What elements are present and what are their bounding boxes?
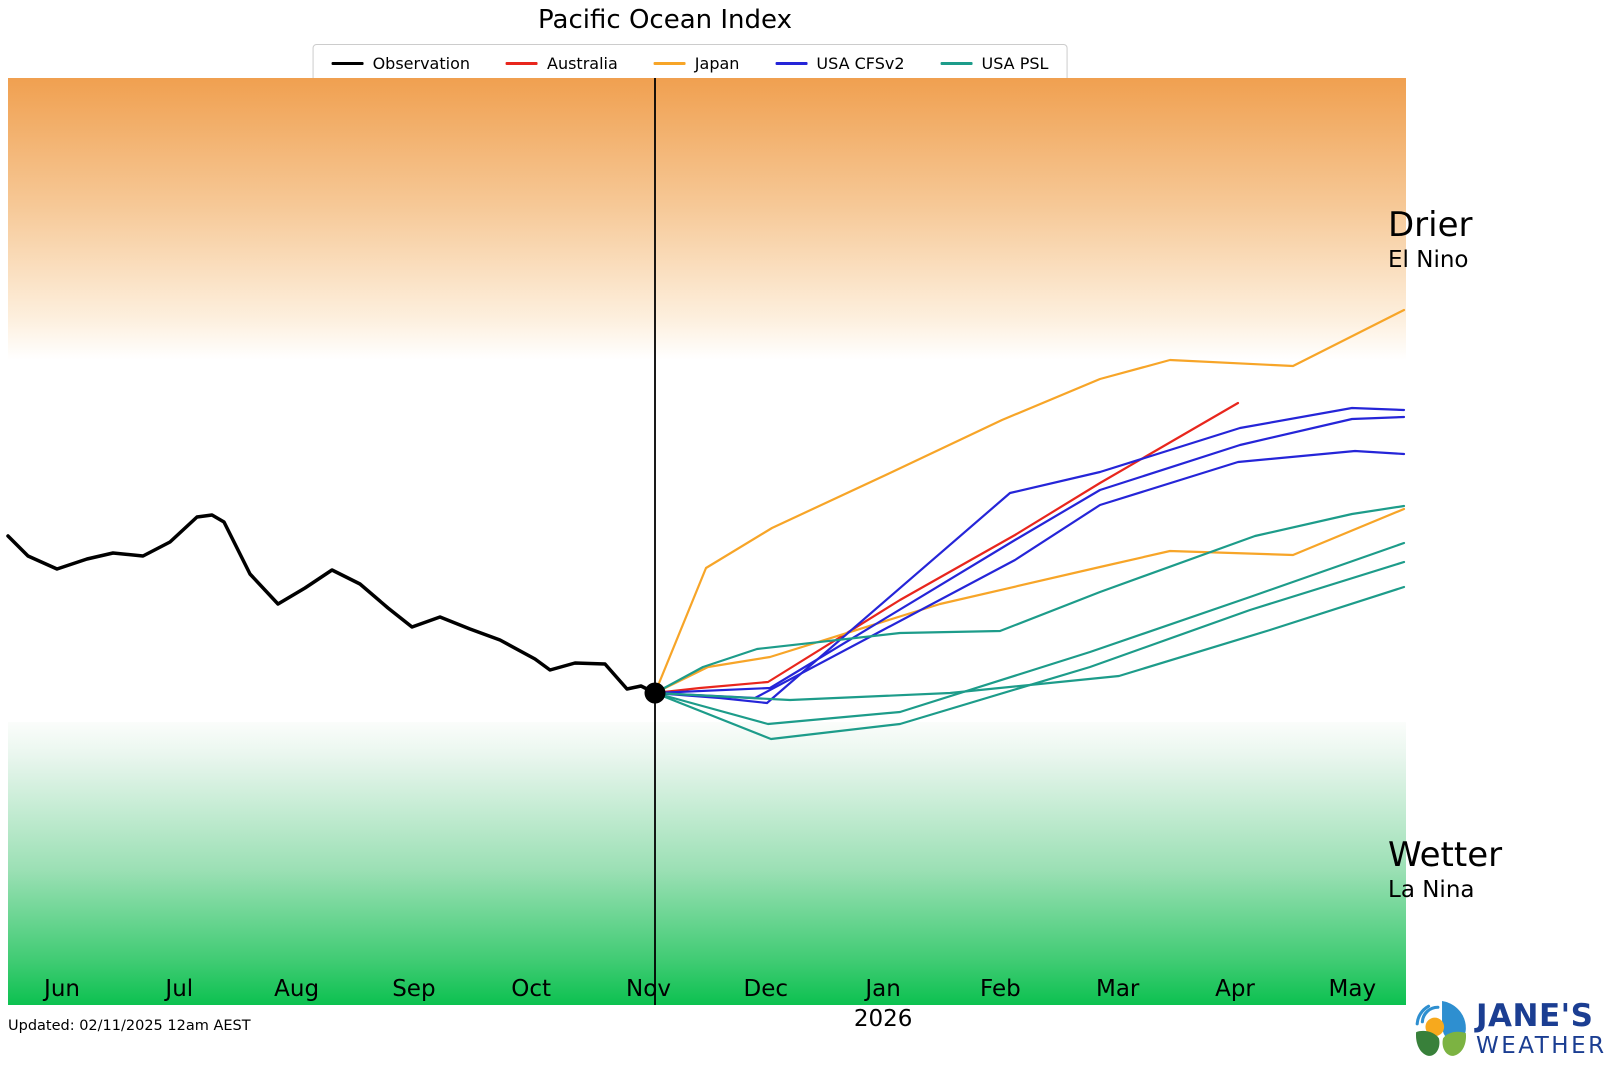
x-tick-feb: Feb	[980, 976, 1021, 1002]
el-nino-gradient-band	[8, 78, 1406, 360]
plot-area	[8, 78, 1406, 1005]
series-usa-cfsv2-line	[653, 406, 1406, 705]
wetter-label: Wetter	[1388, 835, 1503, 875]
wetter-label-block: Wetter La Nina	[1388, 835, 1502, 905]
series-usa-psl-line	[653, 560, 1406, 741]
series-usa-psl-line	[653, 541, 1406, 726]
current-observation-dot	[644, 682, 666, 704]
drier-label: Drier	[1388, 205, 1473, 245]
drier-label-block: Drier El Nino	[1388, 205, 1473, 275]
x-tick-oct: Oct	[511, 976, 552, 1002]
x-tick-sep: Sep	[392, 976, 436, 1002]
x-tick-nov: Nov	[626, 976, 671, 1002]
x-tick-dec: Dec	[743, 976, 789, 1002]
series-usa-psl-line	[653, 585, 1406, 702]
legend-swatch	[331, 61, 364, 65]
series-usa-psl-line	[653, 504, 1406, 695]
legend-label: Observation	[372, 53, 471, 73]
legend-item-observation: Observation	[331, 53, 471, 73]
chart-legend: Observation Australia Japan USA CFSv2 USA PS…	[312, 44, 1068, 82]
brand-name: JANE'S	[1476, 997, 1594, 1034]
series-observation-line	[6, 513, 657, 695]
legend-item-usa-cfsv2: USA CFSv2	[775, 53, 905, 73]
series-australia-line	[653, 401, 1240, 695]
x-year-label: 2026	[853, 1006, 913, 1032]
legend-label: Australia	[547, 53, 618, 73]
legend-label: USA PSL	[981, 53, 1049, 73]
la-nina-gradient-band	[8, 722, 1406, 1005]
legend-item-usa-psl: USA PSL	[940, 53, 1049, 73]
series-usa-cfsv2-line	[653, 449, 1406, 700]
x-tick-aug: Aug	[274, 976, 320, 1002]
x-tick-mar: Mar	[1095, 976, 1140, 1002]
legend-item-australia: Australia	[506, 54, 618, 73]
legend-swatch	[775, 61, 808, 65]
series-japan-line	[653, 507, 1406, 695]
legend-label: USA CFSv2	[816, 53, 905, 73]
janes-weather-logo: JANE'S WEATHER	[1414, 1000, 1607, 1058]
legend-swatch	[506, 61, 539, 65]
legend-item-japan: Japan	[653, 53, 740, 73]
la-nina-label: La Nina	[1388, 877, 1475, 903]
updated-timestamp: Updated: 02/11/2025 12am AEST	[8, 1018, 251, 1034]
el-nino-label: El Nino	[1388, 247, 1469, 273]
janes-weather-icon	[1415, 1001, 1467, 1056]
brand-suffix: WEATHER	[1476, 1032, 1607, 1059]
x-tick-may: May	[1328, 976, 1377, 1002]
legend-swatch	[653, 61, 686, 65]
legend-swatch	[940, 61, 973, 65]
x-tick-jul: Jul	[165, 976, 194, 1002]
series-japan-line	[653, 308, 1406, 695]
series-usa-cfsv2-line	[653, 415, 1406, 695]
x-tick-jun: Jun	[44, 976, 80, 1002]
x-tick-jan: Jan	[865, 976, 901, 1002]
legend-label: Japan	[694, 53, 740, 73]
x-tick-apr: Apr	[1215, 976, 1255, 1002]
page-title: Pacific Ocean Index	[538, 5, 792, 35]
